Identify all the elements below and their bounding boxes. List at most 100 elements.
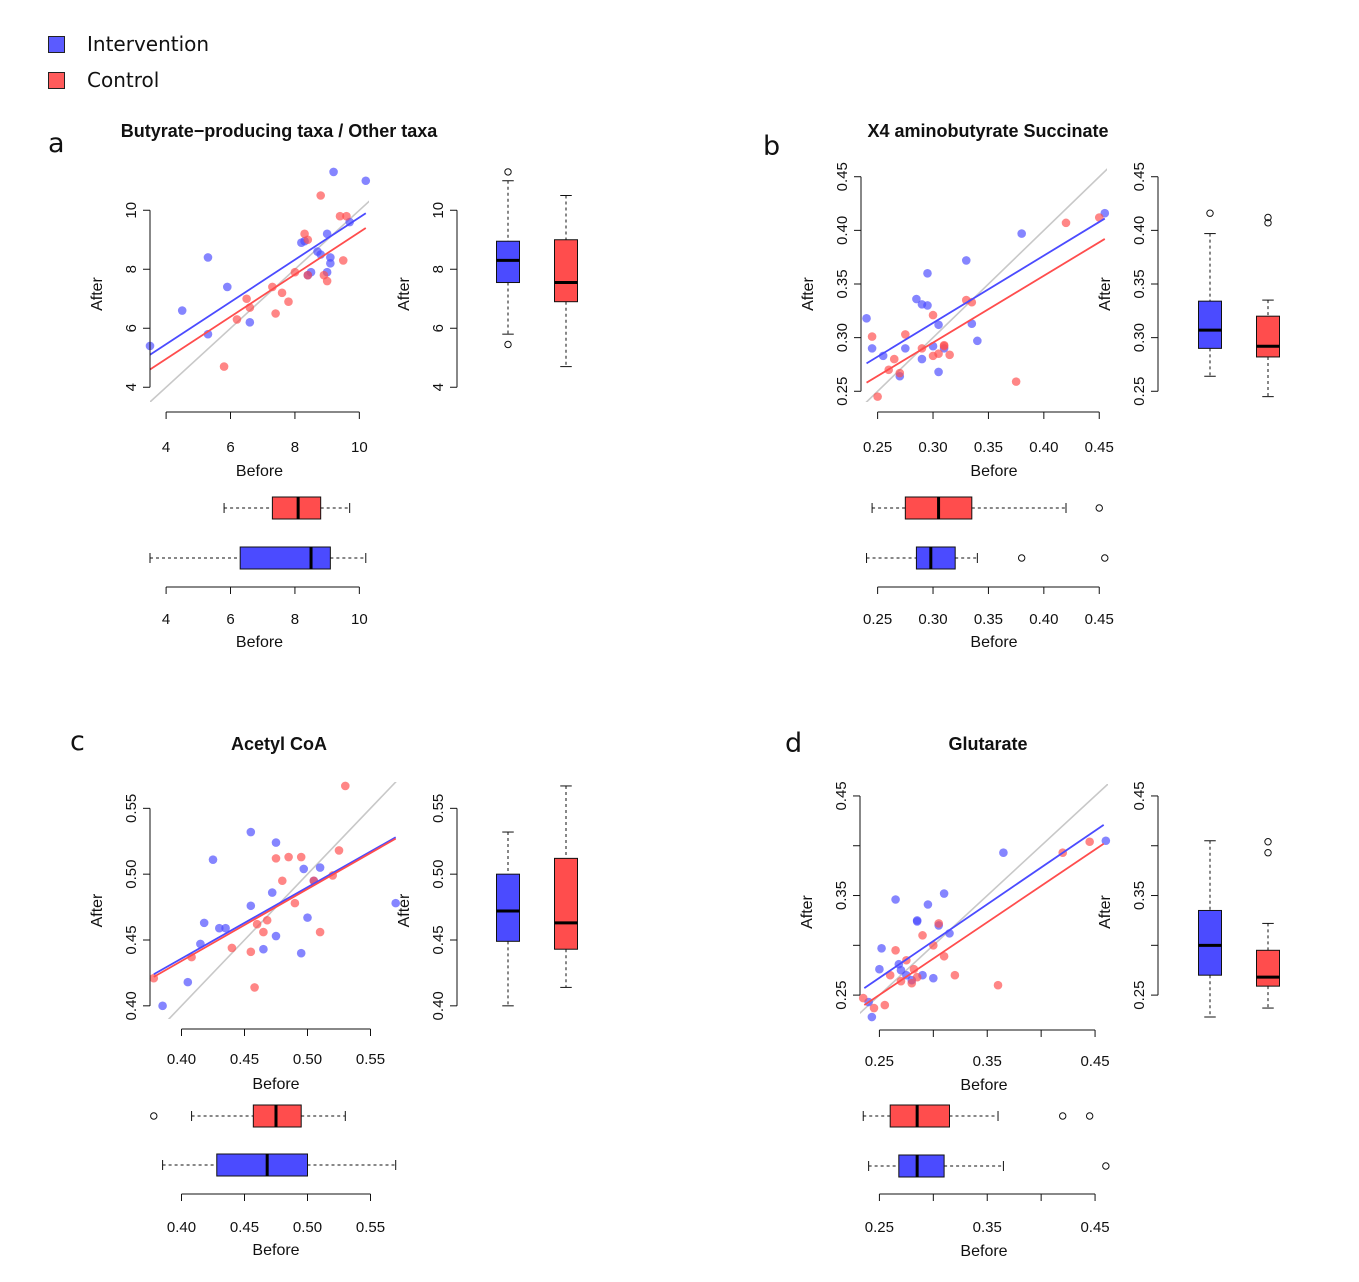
after-box-y-tick-label: 0.25 [1131,981,1148,1010]
panel-letter: a [48,128,65,159]
panel-d: d Glutarate 0.25 0.35 0.45 Before 0.25 0.35 0.45… [785,728,1280,1260]
legend-label-control: Control [87,68,160,92]
box-body [216,1153,308,1177]
y-axis-title: After [89,893,106,927]
after-box-y-tick-label: 4 [430,383,447,391]
scatter-point-intervention [246,901,256,911]
panel-letter: d [785,728,802,759]
legend: Intervention Control [48,26,209,98]
scatter-point-intervention [867,1012,877,1022]
scatter-point-intervention [923,900,933,909]
scatter-point-control [934,349,943,359]
panel-title: Glutarate [948,734,1027,754]
scatter-point-intervention [391,898,401,908]
scatter-point-control [945,350,954,360]
boxplot-before-intervention [149,546,367,570]
scatter-point-intervention [361,176,371,186]
scatter-point-control [227,943,237,953]
fit-line-intervention [866,217,1106,365]
box-outlier [1101,554,1109,562]
boxplot-before-control [223,496,351,520]
scatter-point-intervention [912,917,922,926]
x-tick-label: 10 [351,439,368,456]
boxplot-before-control [871,496,1103,520]
after-box-y-tick-label: 0.55 [430,794,447,823]
box-outlier [1059,1112,1067,1120]
after-box-y-tick-label: 0.35 [1131,881,1148,910]
box-outlier [1102,1162,1110,1170]
scatter-point-control [950,970,960,980]
before-box-x-tick-label: 10 [351,611,368,628]
panel-letter: b [763,131,780,162]
box-body [239,546,331,570]
box-outlier [1017,554,1026,562]
scatter-point-intervention [923,268,932,278]
x-axis-title: Before [252,1076,299,1093]
before-box-x-tick-label: 0.40 [1029,611,1058,628]
scatter-point-intervention [245,318,255,327]
scatter-point-intervention [271,838,281,847]
panel-title: Butyrate−producing taxa / Other taxa [121,121,439,141]
scatter-point-control [1011,377,1021,386]
scatter-point-intervention [329,167,338,177]
scatter-point-control [342,211,351,221]
legend-item-intervention: Intervention [48,26,209,62]
x-tick-label: 0.50 [293,1051,322,1068]
box-body [1256,949,1280,987]
before-box-x-tick-label: 0.55 [356,1219,385,1236]
after-box-y-tick-label: 0.30 [1131,323,1148,352]
y-axis-title: After [89,276,106,310]
after-box-y-tick-label: 0.45 [1131,781,1148,810]
boxplot-after-control [554,195,578,368]
box-body [889,1104,950,1128]
box-body [915,546,956,570]
scatter-point-intervention [177,306,187,315]
box-body [271,496,322,520]
box-body [898,1154,945,1178]
scatter-point-control [242,294,251,304]
before-box-x-tick-label: 0.35 [974,611,1003,628]
y-tick-label: 4 [123,383,140,391]
scatter-point-intervention [999,848,1008,858]
scatter-point-intervention [183,977,193,987]
scatter-point-control [271,309,280,318]
box-outlier [1264,219,1272,227]
scatter-point-intervention [896,965,906,975]
scatter-point-control [303,270,313,280]
boxplot-after-control [554,785,578,988]
scatter-point-control [869,1003,879,1013]
box-outlier [1264,838,1272,846]
boxplot-before-control [150,1104,346,1128]
scatter-point-intervention [303,913,312,922]
y-tick-label: 0.35 [834,269,851,298]
scatter-point-intervention [877,944,886,953]
scatter-point-control [934,919,944,928]
after-box-y-axis-title: After [1097,276,1114,310]
panel-b: b X4 aminobutyrate Succinate 0.25 0.30 0.35 0… [763,121,1280,651]
y-tick-label: 10 [123,202,140,219]
scatter-point-intervention [222,282,232,292]
scatter-point-control [322,276,332,286]
before-box-x-tick-label: 0.35 [973,1219,1002,1236]
after-box-y-tick-label: 0.25 [1131,377,1148,406]
before-box-x-tick-label: 0.30 [918,611,947,628]
scatter-point-control [895,368,905,378]
box-body [1198,300,1222,349]
scatter-point-control [334,846,344,855]
box-body [554,239,578,303]
after-box-y-tick-label: 0.40 [1131,216,1148,245]
box-outlier [1264,849,1272,857]
scatter-point-intervention [299,864,309,874]
after-box-y-tick-label: 0.35 [1131,269,1148,298]
boxplot-after-intervention [496,168,520,349]
fit-line-intervention [863,824,1105,989]
scatter-point-control [909,964,919,974]
scatter-point-control [1085,837,1094,847]
scatter-point-control [250,983,259,992]
scatter-point-control [867,332,877,341]
scatter-point-intervention [296,948,306,958]
scatter-point-control [1061,218,1071,228]
before-box-x-tick-label: 0.45 [230,1219,259,1236]
before-box-x-tick-label: 8 [291,611,299,628]
fit-line-control [153,837,397,978]
